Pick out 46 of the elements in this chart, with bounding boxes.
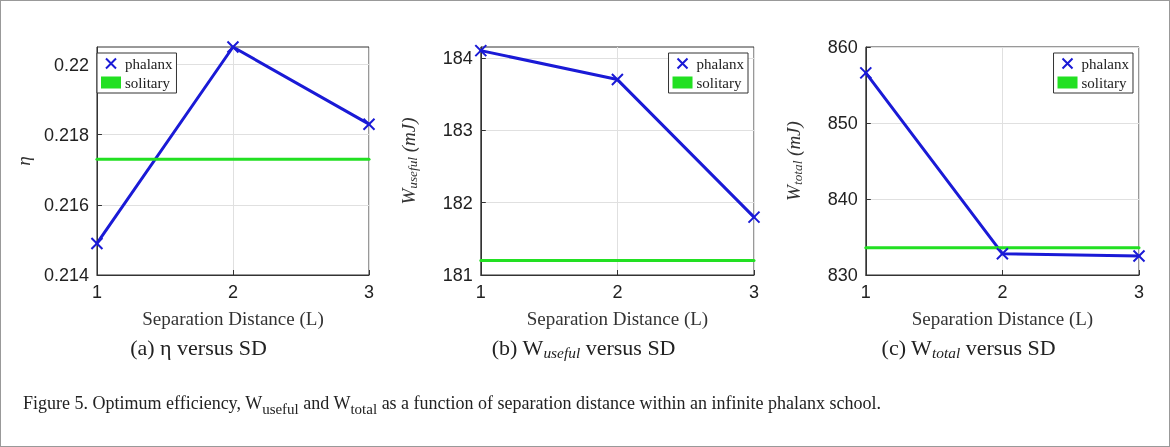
x-tick-label: 2 <box>227 282 238 302</box>
y-tick-label: 0.216 <box>43 194 89 215</box>
x-tick-label: 1 <box>860 282 871 302</box>
point <box>1132 249 1146 263</box>
text: (b) Wuseful versus SD <box>491 335 676 361</box>
y-tick-label: 840 <box>827 189 858 209</box>
y-tick-label: 182 <box>442 192 473 213</box>
x-tick-label: 3 <box>748 282 760 302</box>
x-tick-label: 3 <box>363 282 375 302</box>
y-axis-title: Wtotal (mJ) <box>783 121 805 201</box>
x-tick-label: 2 <box>612 282 623 302</box>
point <box>747 210 761 224</box>
x-tick-label: 1 <box>475 282 486 302</box>
x-axis-title: Separation Distance (L) <box>911 308 1094 330</box>
legend-label: solitary <box>1081 74 1128 91</box>
legend-label: phalanx <box>696 55 745 72</box>
point <box>610 73 624 87</box>
point <box>226 40 240 54</box>
x-axis-title: Separation Distance (L) <box>526 308 709 330</box>
y-tick-label: 184 <box>442 47 473 68</box>
point <box>90 236 104 250</box>
legend-label: phalanx <box>1081 55 1130 72</box>
point <box>474 44 488 58</box>
text: (a) η versus SD <box>130 334 267 360</box>
y-tick-label: 830 <box>827 265 858 285</box>
x-tick-label: 3 <box>1133 282 1145 302</box>
point <box>859 66 873 80</box>
y-tick-label: 850 <box>827 113 858 133</box>
legend-label: solitary <box>696 74 743 91</box>
y-axis-title: Wuseful (mJ) <box>398 117 420 205</box>
legend-label: phalanx <box>125 55 173 72</box>
text: (c) Wtotal versus SD <box>881 335 1056 361</box>
y-tick-label: 181 <box>442 265 473 285</box>
legend-label: solitary <box>125 74 171 91</box>
point <box>362 117 376 131</box>
y-tick-label: 0.22 <box>53 54 89 75</box>
y-tick-label: 0.218 <box>43 124 89 145</box>
y-axis-title: η <box>13 156 34 166</box>
y-tick-label: 0.214 <box>43 265 89 285</box>
x-tick-label: 2 <box>997 282 1008 302</box>
y-tick-label: 860 <box>827 37 858 57</box>
x-axis-title: Separation Distance (L) <box>142 308 324 330</box>
point <box>995 247 1009 261</box>
x-tick-label: 1 <box>91 282 102 302</box>
caption: Figure 5. Optimum efficiency, W$_{useful}$ and W$_{total}$ as a function of separation distance within an infinite phalanx school. <box>22 393 882 418</box>
y-tick-label: 183 <box>442 120 473 141</box>
